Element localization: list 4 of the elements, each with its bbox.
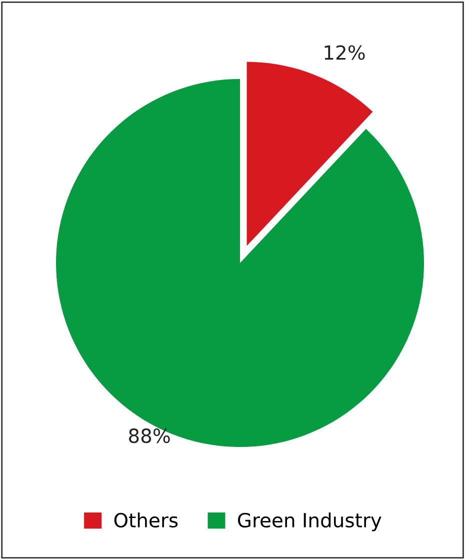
legend-label: Green Industry	[238, 512, 382, 532]
data-label: 88%	[129, 428, 170, 444]
legend-label: Others	[114, 512, 178, 528]
data-label: 12%	[324, 45, 365, 60]
